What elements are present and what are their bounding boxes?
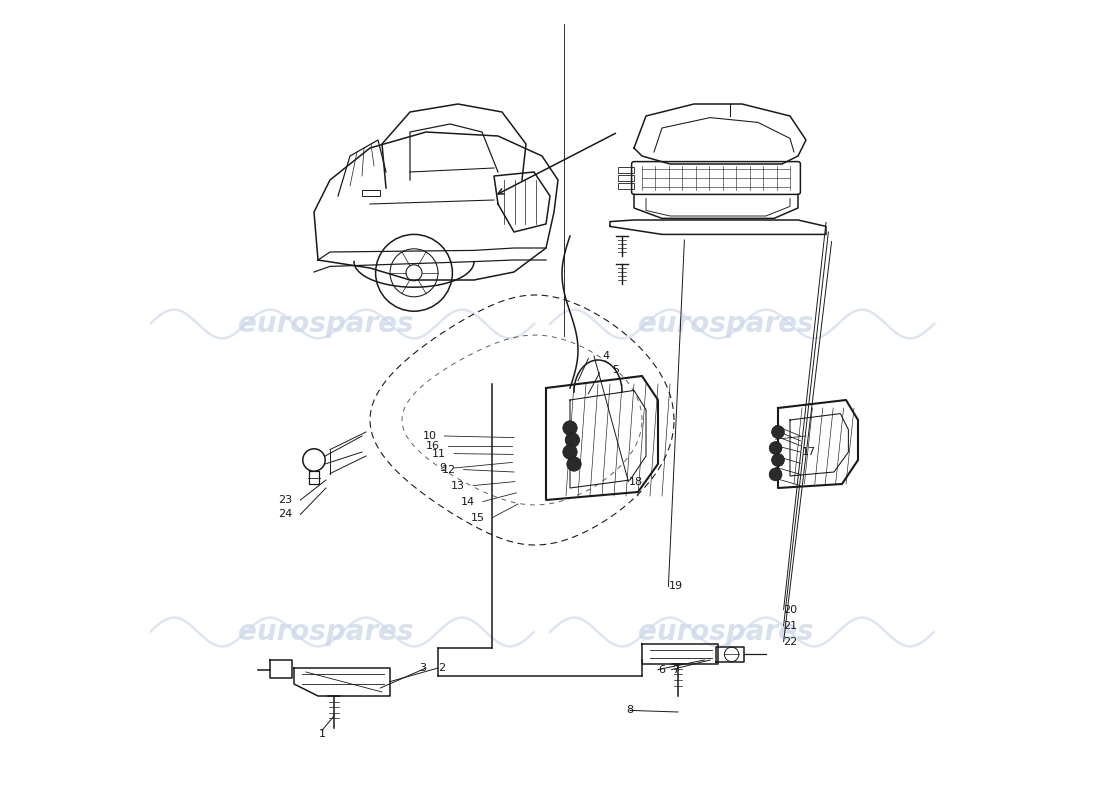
Text: 10: 10 [422, 431, 437, 441]
Text: 9: 9 [439, 463, 446, 473]
Bar [618, 167, 634, 173]
Text: eurospares: eurospares [638, 310, 814, 338]
Circle shape [771, 426, 784, 438]
Text: 12: 12 [441, 465, 455, 474]
Text: 23: 23 [278, 495, 293, 505]
Text: 16: 16 [426, 441, 440, 450]
Bar [362, 190, 380, 196]
Text: 17: 17 [802, 447, 816, 457]
Circle shape [566, 457, 581, 471]
Text: 24: 24 [278, 510, 293, 519]
Text: 6: 6 [658, 665, 666, 674]
Circle shape [563, 445, 578, 459]
Text: eurospares: eurospares [239, 310, 414, 338]
Text: 1: 1 [319, 730, 326, 739]
Circle shape [771, 454, 784, 466]
Text: 18: 18 [628, 477, 642, 486]
Circle shape [769, 442, 782, 454]
Text: 20: 20 [783, 605, 798, 614]
Text: 2: 2 [438, 663, 446, 673]
Text: 4: 4 [602, 351, 609, 361]
Text: 13: 13 [451, 481, 465, 490]
Circle shape [565, 433, 580, 447]
Text: 21: 21 [783, 621, 798, 630]
Bar [618, 183, 634, 189]
Text: 8: 8 [626, 706, 634, 715]
Text: eurospares: eurospares [638, 618, 814, 646]
Text: 5: 5 [613, 366, 619, 375]
Circle shape [769, 468, 782, 481]
Text: 15: 15 [471, 513, 484, 522]
Text: 7: 7 [672, 665, 679, 674]
Text: 19: 19 [669, 582, 682, 591]
Bar [618, 175, 634, 181]
Text: 14: 14 [461, 497, 475, 506]
Text: 11: 11 [432, 449, 446, 458]
Circle shape [563, 421, 578, 435]
Text: eurospares: eurospares [239, 618, 414, 646]
Text: 22: 22 [783, 637, 798, 646]
Text: 3: 3 [419, 663, 426, 673]
